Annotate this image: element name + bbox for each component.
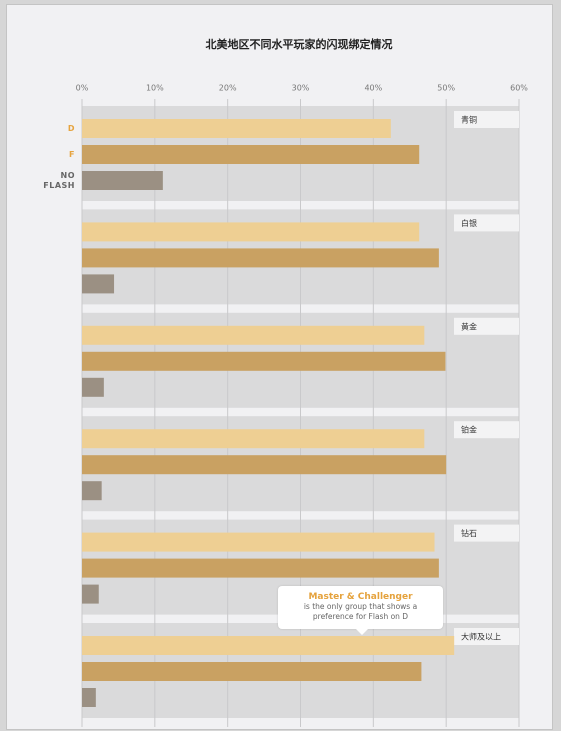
bar xyxy=(82,248,439,268)
x-tick-label: 20% xyxy=(219,84,237,93)
annotation-line: is the only group that shows a xyxy=(303,602,418,611)
category-label: 钻石 xyxy=(461,528,477,538)
category-label-box xyxy=(454,317,519,335)
bar xyxy=(82,481,102,501)
annotation-title: Master & Challenger xyxy=(308,592,413,602)
bar xyxy=(82,351,446,371)
bar xyxy=(82,429,425,449)
x-tick-label: 0% xyxy=(76,84,89,93)
bar xyxy=(82,274,115,294)
category-label: 黄金 xyxy=(461,321,477,331)
category-label: 青铜 xyxy=(461,115,477,125)
x-tick-label: 50% xyxy=(437,84,455,93)
x-tick-label: 30% xyxy=(292,84,310,93)
chart-container: 北美地区不同水平玩家的闪现绑定情况 0% 10% 20% 30% 40% 50% 60% 青铜… xyxy=(6,4,553,730)
bar xyxy=(82,325,425,345)
bar xyxy=(82,222,420,242)
category-label-box xyxy=(454,628,519,645)
category-label: 大师及以上 xyxy=(461,632,501,642)
x-tick-label: 60% xyxy=(510,84,528,93)
category-label: 铂金 xyxy=(461,425,477,435)
legend-label: NO FLASH xyxy=(43,170,75,190)
x-tick-label: 40% xyxy=(364,84,382,93)
bar xyxy=(82,636,455,655)
bar xyxy=(82,688,96,707)
bar xyxy=(82,584,99,604)
bar xyxy=(82,532,435,552)
bar xyxy=(82,558,439,578)
chart: 北美地区不同水平玩家的闪现绑定情况 0% 10% 20% 30% 40% 50% 60% 青铜… xyxy=(76,37,528,727)
annotation-line: preference for Flash on D xyxy=(312,612,409,621)
category-label-box xyxy=(454,524,519,542)
bar xyxy=(82,455,447,475)
bar xyxy=(82,145,420,164)
bar xyxy=(82,119,391,138)
legend-label: D xyxy=(67,123,75,133)
category-label: 白银 xyxy=(461,218,477,228)
bar xyxy=(82,171,163,190)
annotation: Master & Challenger is the only group th… xyxy=(278,586,443,635)
category-label-box xyxy=(454,421,519,439)
category-label-box xyxy=(454,214,519,232)
bar xyxy=(82,662,422,681)
bar xyxy=(82,377,104,397)
chart-title: 北美地区不同水平玩家的闪现绑定情况 xyxy=(206,37,393,51)
legend-label: F xyxy=(69,149,75,159)
category-label-box xyxy=(454,111,519,128)
x-tick-label: 10% xyxy=(146,84,164,93)
